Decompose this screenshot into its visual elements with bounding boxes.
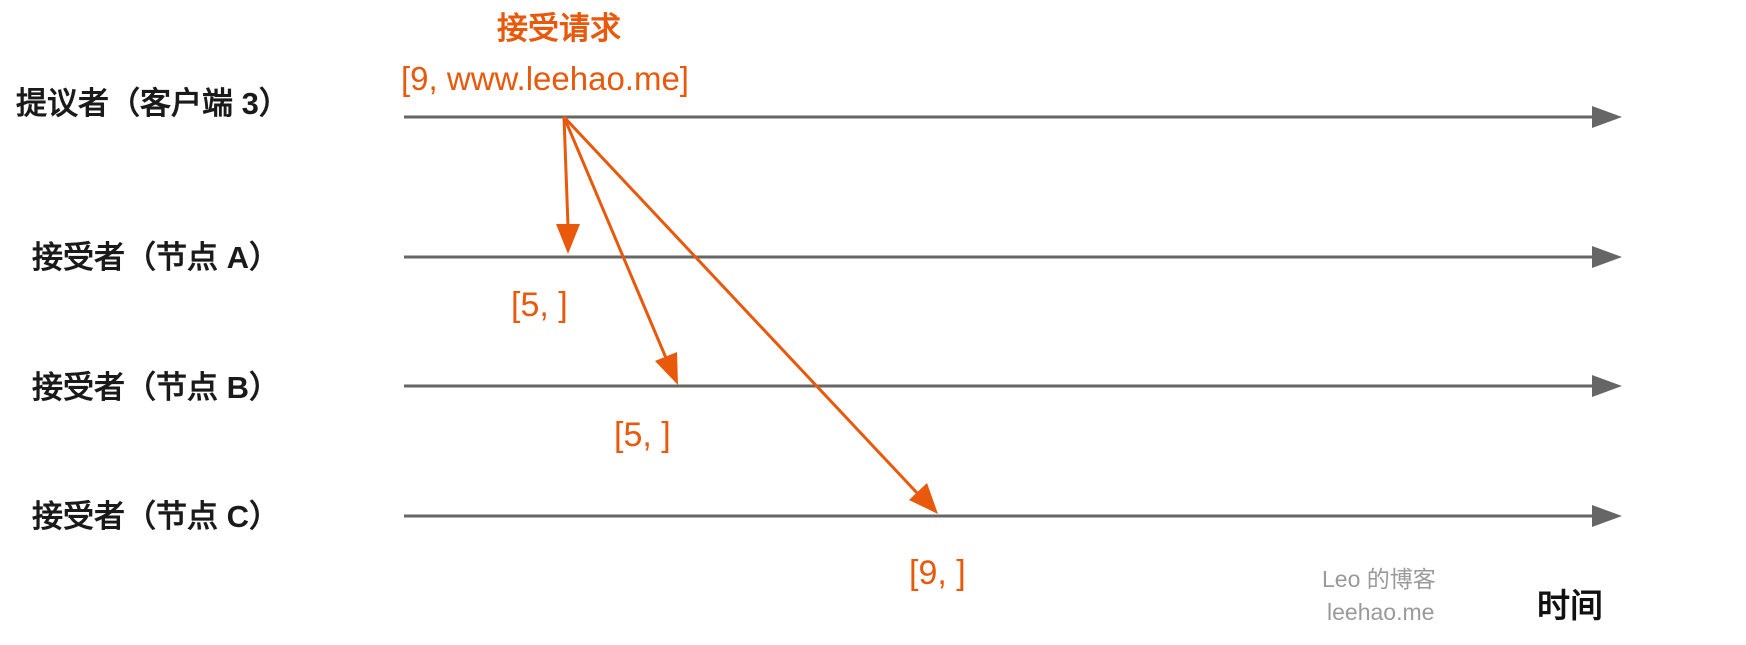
lane-label-acceptor-c: 接受者（节点 C） — [32, 499, 280, 534]
timelines — [404, 106, 1622, 527]
timeline-arrowhead-acceptor-c — [1592, 505, 1622, 527]
response-label-b: [5, ] — [614, 416, 671, 454]
timeline-arrowhead-proposer — [1592, 106, 1622, 128]
message-arrow-to-c — [562, 115, 920, 496]
lane-label-proposer: 提议者（客户端 3） — [16, 86, 290, 121]
request-value: [9, www.leehao.me] — [401, 60, 689, 97]
request-title: 接受请求 — [497, 11, 621, 46]
timeline-arrowhead-acceptor-a — [1592, 246, 1622, 268]
timeline-arrowhead-acceptor-b — [1592, 375, 1622, 397]
time-axis-title: 时间 — [1537, 587, 1603, 624]
watermark-line-1: Leo 的博客 — [1322, 566, 1436, 592]
watermark-line-2: leehao.me — [1327, 599, 1435, 625]
messages — [556, 115, 938, 514]
message-arrow-to-a — [562, 116, 570, 227]
message-arrowhead-to-b — [655, 352, 678, 385]
message-arrowhead-to-c — [909, 483, 938, 514]
response-label-a: [5, ] — [511, 286, 568, 324]
lane-label-acceptor-a: 接受者（节点 A） — [32, 240, 280, 275]
message-arrowhead-to-a — [556, 224, 580, 254]
message-arrow-to-b — [562, 116, 668, 359]
response-label-c: [9, ] — [909, 554, 966, 592]
lane-label-acceptor-b: 接受者（节点 B） — [32, 370, 280, 405]
